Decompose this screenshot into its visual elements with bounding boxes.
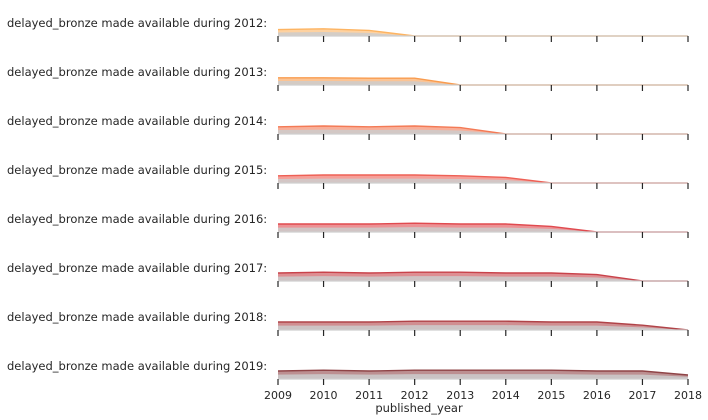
x-tick-label: 2011 <box>355 389 383 402</box>
x-tick-label: 2010 <box>310 389 338 402</box>
panel-5: delayed_bronze made available during 201… <box>7 212 689 238</box>
x-tick-label: 2009 <box>264 389 292 402</box>
base-area <box>278 276 688 281</box>
panel-3: delayed_bronze made available during 201… <box>7 114 689 140</box>
x-tick-label: 2014 <box>492 389 520 402</box>
panel-2: delayed_bronze made available during 201… <box>7 65 689 91</box>
panel-6: delayed_bronze made available during 201… <box>7 261 689 287</box>
x-axis-tick-labels: 2009 2010 2011 2012 2013 2014 2015 2016 2017 2018 <box>264 389 702 402</box>
panel-label: delayed_bronze made available during 201… <box>7 163 267 177</box>
panel-label: delayed_bronze made available during 201… <box>7 310 267 324</box>
panel-label: delayed_bronze made available during 201… <box>7 261 267 275</box>
x-tick-label: 2016 <box>583 389 611 402</box>
x-tick-label: 2015 <box>537 389 565 402</box>
series-line <box>278 320 689 331</box>
x-tick-label: 2013 <box>446 389 474 402</box>
x-tick-label: 2018 <box>674 389 702 402</box>
panel-label: delayed_bronze made available during 201… <box>7 114 267 128</box>
panel-8: delayed_bronze made available during 201… <box>7 359 689 385</box>
x-tick-label: 2012 <box>401 389 429 402</box>
base-area <box>278 178 688 183</box>
panel-label: delayed_bronze made available during 201… <box>7 16 267 30</box>
x-axis-title: published_year <box>375 401 463 415</box>
panel-label: delayed_bronze made available during 201… <box>7 212 267 226</box>
series-line <box>277 369 689 376</box>
panel-1: delayed_bronze made available during 201… <box>7 16 689 42</box>
panel-7: delayed_bronze made available during 201… <box>7 310 689 336</box>
base-area <box>278 374 688 379</box>
base-area <box>278 325 688 330</box>
series-line <box>277 271 688 282</box>
base-area <box>278 81 688 85</box>
base-area <box>278 129 688 134</box>
panels: delayed_bronze made available during 201… <box>7 16 689 385</box>
panel-label: delayed_bronze made available during 201… <box>7 359 267 373</box>
x-tick-label: 2017 <box>628 389 656 402</box>
panel-4: delayed_bronze made available during 201… <box>7 163 689 189</box>
base-area <box>278 227 688 232</box>
panel-label: delayed_bronze made available during 201… <box>7 65 267 79</box>
base-area <box>278 32 688 36</box>
